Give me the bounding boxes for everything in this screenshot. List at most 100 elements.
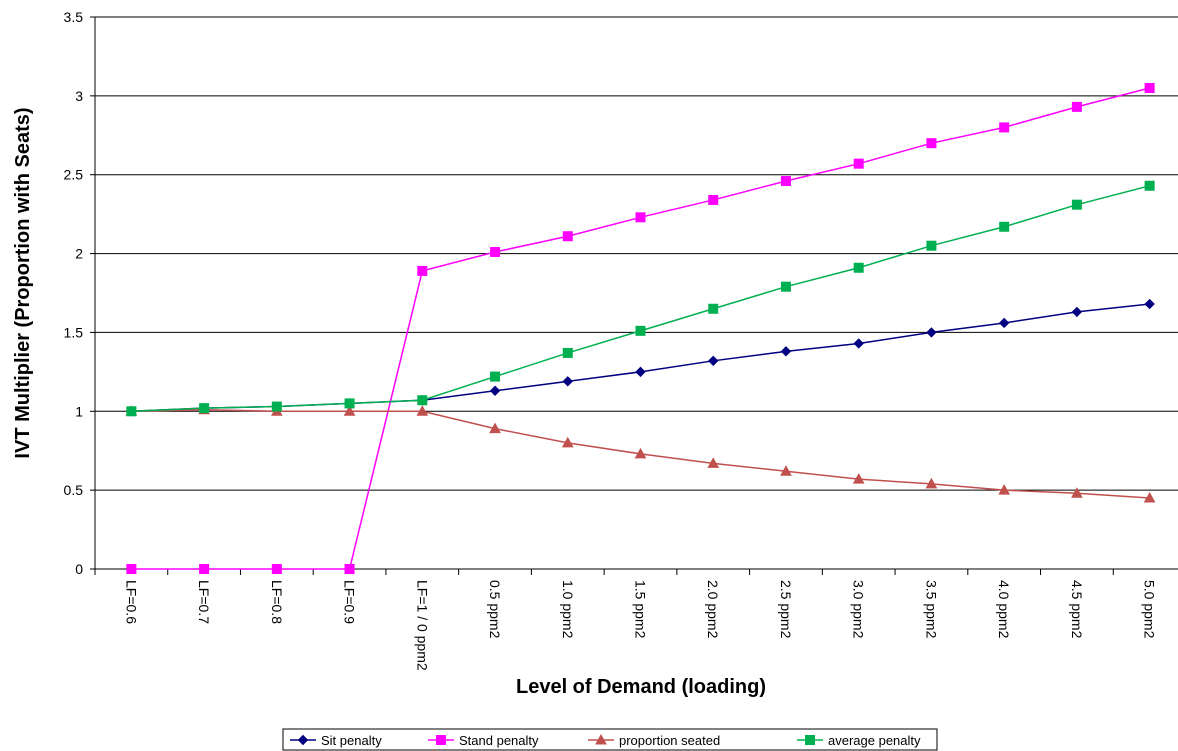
data-point-stand-penalty (417, 265, 428, 276)
data-point-proportion-seated (998, 484, 1011, 495)
legend-marker (297, 734, 309, 746)
data-point-stand-penalty (1071, 101, 1082, 112)
x-tick-label: 1.5 ppm2 (633, 580, 649, 639)
data-point-stand-penalty (853, 158, 864, 169)
data-point-stand-penalty (1144, 82, 1155, 93)
data-point-sit-penalty (780, 346, 792, 357)
data-point-average-penalty (926, 240, 937, 251)
y-tick-label: 3 (75, 88, 83, 104)
data-point-average-penalty (853, 262, 864, 273)
data-point-average-penalty (780, 281, 791, 292)
data-point-stand-penalty (271, 564, 282, 574)
series-line-sit-penalty (131, 303, 1150, 413)
data-point-proportion-seated (634, 447, 647, 459)
data-point-proportion-seated (343, 405, 356, 416)
data-point-sit-penalty (1144, 298, 1155, 310)
legend-item-proportion-seated: proportion seated (588, 733, 720, 748)
y-axis-title: IVT Multiplier (Proportion with Seats) (12, 107, 34, 458)
data-point-sit-penalty (926, 327, 937, 338)
x-tick-label: 2.0 ppm2 (705, 580, 721, 639)
data-point-proportion-seated (416, 405, 429, 416)
data-point-sit-penalty (635, 366, 646, 378)
y-tick-label: 3.5 (64, 9, 84, 25)
data-point-average-penalty (199, 403, 210, 414)
data-point-stand-penalty (344, 564, 355, 574)
legend-item-stand-penalty: Stand penalty (428, 733, 539, 748)
legend-label: Stand penalty (459, 733, 539, 748)
series-stand-penalty (126, 82, 1155, 574)
data-point-sit-penalty (1071, 306, 1083, 318)
legend-label: average penalty (828, 733, 921, 748)
data-point-sit-penalty (489, 385, 501, 396)
x-tick-label: 0.5 ppm2 (487, 580, 503, 639)
x-tick-labels: LF=0.6 LF=0.7 LF=0.8 LF=0.9 LF=1 / 0 ppm2 0.5… (123, 580, 1157, 671)
data-point-average-penalty (1144, 180, 1155, 191)
data-point-proportion-seated (1143, 491, 1156, 503)
x-tick-label: LF=0.8 (269, 580, 285, 624)
data-point-average-penalty (999, 221, 1010, 232)
y-tick-label: 0 (75, 561, 83, 577)
series-sit-penalty (126, 298, 1155, 417)
x-tick-label: 2.5 ppm2 (778, 580, 794, 639)
x-tick-label: 5.0 ppm2 (1142, 580, 1158, 639)
data-point-average-penalty (635, 325, 646, 336)
x-tick-label: LF=1 / 0 ppm2 (414, 580, 430, 671)
data-point-proportion-seated (925, 477, 938, 489)
legend-label: proportion seated (619, 733, 720, 748)
data-point-proportion-seated (561, 436, 574, 448)
gridlines (95, 16, 1178, 491)
legend-item-sit-penalty: Sit penalty (290, 733, 382, 748)
legend-marker (595, 733, 607, 745)
data-point-stand-penalty (562, 231, 573, 242)
data-point-stand-penalty (926, 138, 937, 149)
series (125, 82, 1156, 574)
legend-label: Sit penalty (321, 733, 382, 748)
data-point-average-penalty (1071, 199, 1082, 210)
data-point-proportion-seated (1071, 487, 1083, 498)
x-tick-label: LF=0.9 (342, 580, 358, 624)
y-tick-label: 1 (75, 403, 83, 419)
data-point-proportion-seated (852, 473, 865, 484)
data-point-stand-penalty (708, 194, 719, 205)
data-point-stand-penalty (126, 564, 137, 574)
data-point-average-penalty (708, 303, 719, 314)
data-point-average-penalty (271, 401, 282, 412)
y-tick-label: 2.5 (64, 167, 84, 183)
data-point-proportion-seated (780, 465, 792, 476)
x-tick-label: 4.5 ppm2 (1069, 580, 1085, 639)
data-point-average-penalty (490, 371, 501, 382)
legend: Sit penalty Stand penalty proportion seate… (282, 728, 938, 751)
data-point-average-penalty (562, 347, 573, 358)
x-tick-label: 3.0 ppm2 (851, 580, 867, 639)
x-tick-label: LF=0.7 (196, 580, 212, 624)
data-point-sit-penalty (998, 317, 1010, 329)
series-average-penalty (126, 180, 1155, 417)
data-point-sit-penalty (853, 338, 864, 349)
y-tick-label: 2 (75, 246, 83, 262)
data-point-average-penalty (344, 398, 355, 409)
legend-item-average-penalty: average penalty (797, 733, 921, 748)
data-point-stand-penalty (490, 246, 501, 257)
data-point-stand-penalty (199, 564, 210, 574)
x-tick-label: LF=0.6 (123, 580, 139, 624)
data-point-stand-penalty (780, 176, 791, 187)
x-tick-label: 3.5 ppm2 (923, 580, 939, 639)
legend-items: Sit penalty Stand penalty proportion seate… (290, 733, 921, 748)
data-point-stand-penalty (635, 212, 646, 223)
data-point-proportion-seated (707, 457, 720, 468)
legend-marker (436, 735, 446, 745)
data-point-sit-penalty (562, 376, 573, 387)
y-tick-labels: 0 0.5 1 1.5 2 2.5 3 3.5 (64, 9, 84, 577)
legend-marker (805, 735, 815, 745)
data-point-proportion-seated (489, 422, 501, 434)
y-tick-label: 0.5 (64, 482, 84, 498)
data-point-average-penalty (126, 406, 137, 417)
x-tick-label: 4.0 ppm2 (996, 580, 1012, 639)
y-tick-label: 1.5 (64, 324, 84, 340)
data-point-average-penalty (417, 395, 428, 406)
x-tick-label: 1.0 ppm2 (560, 580, 576, 639)
data-point-stand-penalty (999, 122, 1010, 133)
series-proportion-seated (125, 403, 1156, 503)
data-point-sit-penalty (708, 355, 719, 367)
